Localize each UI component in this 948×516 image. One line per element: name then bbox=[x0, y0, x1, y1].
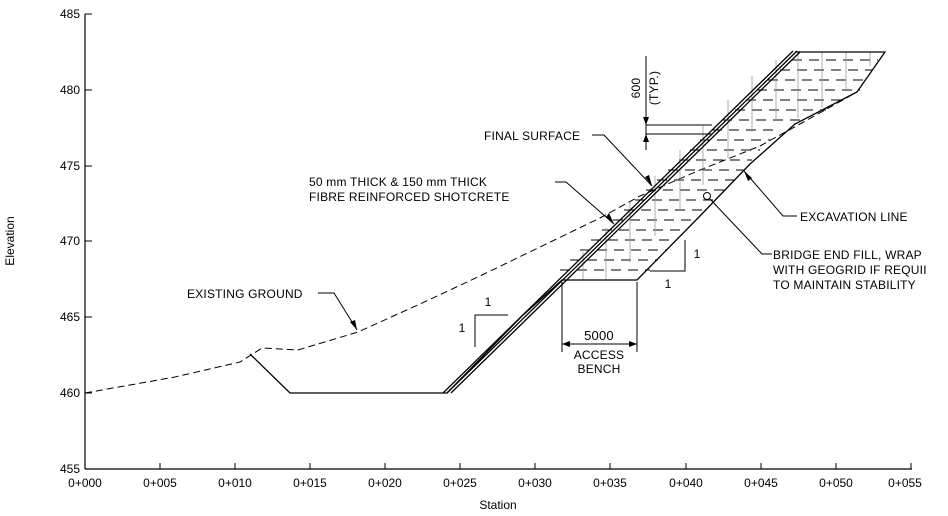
x-tick-0+040: 0+040 bbox=[669, 476, 703, 490]
lift-height-label: 600 bbox=[629, 78, 643, 99]
excavation-line bbox=[250, 52, 885, 393]
y-axis: 485 480 475 470 465 460 455 Elevation bbox=[3, 7, 92, 476]
x-tick-0+025: 0+025 bbox=[443, 476, 477, 490]
existing-ground-label: EXISTING GROUND bbox=[187, 287, 303, 301]
slope-indicator-1: 1 1 bbox=[459, 295, 508, 347]
bench-label-line1: ACCESS bbox=[574, 348, 625, 362]
y-tick-475: 475 bbox=[60, 159, 80, 173]
y-tick-465: 465 bbox=[60, 310, 80, 324]
bench-width-label: 5000 bbox=[584, 328, 614, 343]
slope-1-rise: 1 bbox=[459, 321, 466, 335]
slope-2-rise: 1 bbox=[694, 247, 701, 261]
x-tick-0+015: 0+015 bbox=[293, 476, 327, 490]
slope-indicator-2: 1 1 bbox=[650, 240, 701, 291]
x-tick-0+005: 0+005 bbox=[143, 476, 177, 490]
x-axis-title: Station bbox=[479, 498, 516, 512]
y-axis-title: Elevation bbox=[3, 216, 17, 265]
bridge-end-fill-zone bbox=[560, 52, 878, 280]
x-tick-0+045: 0+045 bbox=[744, 476, 778, 490]
final-surface-label: FINAL SURFACE bbox=[484, 129, 580, 143]
bench-label-line2: BENCH bbox=[577, 362, 620, 376]
y-tick-460: 460 bbox=[60, 386, 80, 400]
x-tick-0+050: 0+050 bbox=[819, 476, 853, 490]
x-tick-0+000: 0+000 bbox=[68, 476, 102, 490]
shotcrete-label-line1: 50 mm THICK & 150 mm THICK bbox=[309, 175, 487, 189]
x-tick-0+055: 0+055 bbox=[888, 476, 922, 490]
fill-label-line2: WITH GEOGRID IF REQUII bbox=[773, 263, 927, 277]
shotcrete-label-line2: FIBRE REINFORCED SHOTCRETE bbox=[309, 190, 510, 204]
fill-label-line3: TO MAINTAIN STABILITY bbox=[773, 278, 916, 292]
fill-label-line1: BRIDGE END FILL, WRAP bbox=[773, 248, 922, 262]
excavation-line-label: EXCAVATION LINE bbox=[800, 210, 908, 224]
x-tick-0+030: 0+030 bbox=[518, 476, 552, 490]
x-tick-0+020: 0+020 bbox=[368, 476, 402, 490]
y-tick-480: 480 bbox=[60, 83, 80, 97]
lift-height-dimension: 600 (TYP.) bbox=[629, 56, 712, 150]
y-tick-470: 470 bbox=[60, 234, 80, 248]
x-tick-0+035: 0+035 bbox=[593, 476, 627, 490]
bridge-end-fill-callout: BRIDGE END FILL, WRAP WITH GEOGRID IF RE… bbox=[704, 193, 927, 293]
x-tick-0+010: 0+010 bbox=[218, 476, 252, 490]
access-bench-dimension: 5000 ACCESS BENCH bbox=[562, 282, 637, 376]
y-tick-455: 455 bbox=[60, 462, 80, 476]
shotcrete-callout: 50 mm THICK & 150 mm THICK FIBRE REINFOR… bbox=[309, 175, 614, 224]
slope-2-run: 1 bbox=[665, 277, 672, 291]
y-tick-485: 485 bbox=[60, 7, 80, 21]
existing-ground-callout: EXISTING GROUND bbox=[187, 287, 357, 330]
x-axis: 0+000 0+005 0+010 0+015 0+020 0+025 0+03… bbox=[68, 463, 922, 512]
lift-typ-label: (TYP.) bbox=[647, 71, 661, 105]
final-surface-callout: FINAL SURFACE bbox=[484, 129, 652, 186]
existing-ground-line bbox=[85, 92, 857, 393]
slope-1-run: 1 bbox=[485, 295, 492, 309]
excavation-line-callout: EXCAVATION LINE bbox=[744, 171, 908, 224]
